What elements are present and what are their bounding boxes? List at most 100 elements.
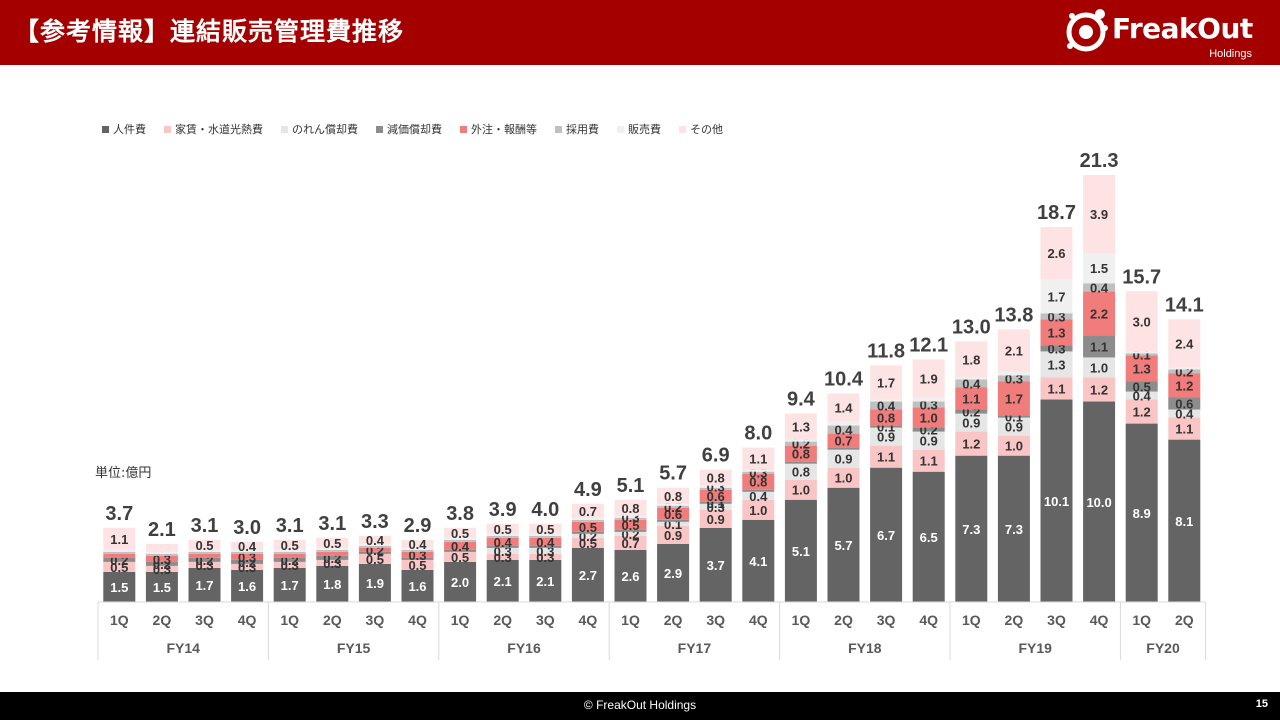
legend-swatch — [164, 125, 171, 133]
bar-segment — [1168, 369, 1201, 374]
header-bar: 【参考情報】連結販売管理費推移 FreakOut Holdings — [0, 0, 1280, 65]
data-label: 2.1 — [1005, 343, 1023, 358]
bar-segment — [742, 471, 775, 474]
bar-segment — [1125, 355, 1158, 382]
data-label: 0.6 — [664, 507, 682, 522]
bar-segment — [657, 505, 690, 508]
x-tick-label: 4Q — [1090, 612, 1109, 628]
data-label: 0.9 — [1005, 420, 1023, 435]
bar-segment — [827, 425, 860, 434]
bar-segment — [358, 563, 391, 602]
bar-segment — [742, 447, 775, 470]
bar-segment — [997, 381, 1030, 416]
data-label: 0.4 — [749, 489, 768, 504]
data-label: 1.0 — [1090, 360, 1108, 375]
data-label: 1.2 — [962, 437, 980, 452]
bar-segment — [997, 455, 1030, 602]
bar-segment — [827, 447, 860, 450]
legend-label: その他 — [690, 123, 723, 136]
data-label: 1.0 — [792, 483, 810, 498]
data-label: 10.1 — [1044, 494, 1069, 509]
bar-segment — [444, 541, 477, 550]
bar-segment — [614, 519, 647, 530]
bar-segment — [145, 555, 178, 562]
bar-segment — [231, 551, 264, 554]
bar-segment — [103, 557, 136, 562]
legend-swatch — [376, 125, 383, 133]
data-label: 0.4 — [536, 535, 555, 550]
data-label: 0.5 — [408, 558, 426, 573]
legend-item: のれん償却費 — [281, 121, 358, 137]
data-label: 2.9 — [664, 566, 682, 581]
bar-segment — [401, 547, 434, 550]
bar-segment — [188, 553, 221, 558]
total-label: 2.9 — [404, 515, 432, 537]
data-label: 1.7 — [1047, 289, 1065, 304]
total-label: 9.4 — [787, 389, 816, 411]
bar-segment — [997, 371, 1030, 376]
data-label: 1.7 — [281, 578, 299, 593]
chart-legend: 人件費 家賃・水道光熱費 のれん償却費 減価償却費 外注・報酬等 採用費 販売費 その他 — [102, 121, 741, 137]
bar-segment — [614, 529, 647, 532]
bar-segment — [358, 553, 391, 564]
bar-segment — [1040, 377, 1073, 400]
legend-label: 販売費 — [628, 123, 661, 136]
bar-segment — [1040, 399, 1073, 602]
bar-segment — [571, 521, 604, 532]
data-label: 1.7 — [1005, 392, 1023, 407]
bar-segment — [103, 527, 136, 550]
bar-segment — [145, 543, 178, 552]
bar-segment — [571, 531, 604, 534]
data-label: 1.2 — [1175, 378, 1193, 393]
bar-segment — [870, 445, 903, 468]
data-label: 8.9 — [1133, 506, 1151, 521]
data-label: 0.5 — [451, 550, 469, 565]
data-label: 1.0 — [1005, 439, 1023, 454]
data-label: 0.9 — [920, 434, 938, 449]
bar-segment — [784, 463, 817, 480]
data-label: 0.9 — [877, 430, 895, 445]
x-tick-label: 3Q — [1047, 612, 1066, 628]
bar-segment — [316, 565, 349, 602]
legend-item: 採用費 — [555, 121, 599, 137]
bar-segment — [273, 551, 306, 554]
total-label: 5.1 — [617, 475, 645, 497]
bar-segment — [784, 413, 817, 440]
stacked-bar-chart: 1.50.50.21.13.71Q1.50.30.20.32.12Q1.70.3… — [97, 150, 1207, 660]
x-tick-label: 4Q — [919, 612, 938, 628]
bar-segment — [955, 379, 988, 388]
total-label: 3.1 — [191, 515, 219, 537]
data-label: 1.3 — [1047, 357, 1065, 372]
freakout-logo-icon — [1066, 9, 1108, 52]
bar-segment — [1168, 367, 1201, 370]
bar-segment — [316, 547, 349, 550]
bar-segment — [870, 365, 903, 400]
group-label: FY16 — [507, 640, 541, 656]
bar-segment — [1040, 313, 1073, 320]
bar-segment — [1040, 345, 1073, 352]
bar-segment — [827, 467, 860, 488]
bar-segment — [444, 561, 477, 602]
x-tick-label: 2Q — [323, 612, 342, 628]
bar-segment — [912, 359, 945, 398]
bar-segment — [1125, 353, 1158, 356]
data-label: 2.6 — [621, 569, 639, 584]
bar-segment — [1040, 279, 1073, 314]
bar-segment — [1083, 377, 1116, 402]
data-label: 1.8 — [323, 577, 341, 592]
legend-item: 外注・報酬等 — [460, 121, 537, 137]
bar-segment — [657, 503, 690, 506]
bar-segment — [188, 567, 221, 602]
data-label: 1.6 — [408, 579, 426, 594]
data-label: 0.4 — [451, 539, 470, 554]
bar-segment — [145, 553, 178, 556]
bar-segment — [997, 329, 1030, 372]
bar-segment — [1168, 373, 1201, 398]
total-label: 3.9 — [489, 499, 517, 521]
total-label: 8.0 — [744, 423, 772, 445]
page-number: 15 — [1255, 698, 1268, 710]
data-label: 0.9 — [834, 452, 852, 467]
data-label: 1.0 — [834, 471, 852, 486]
data-label: 1.1 — [1090, 339, 1108, 354]
total-label: 3.0 — [233, 517, 261, 539]
